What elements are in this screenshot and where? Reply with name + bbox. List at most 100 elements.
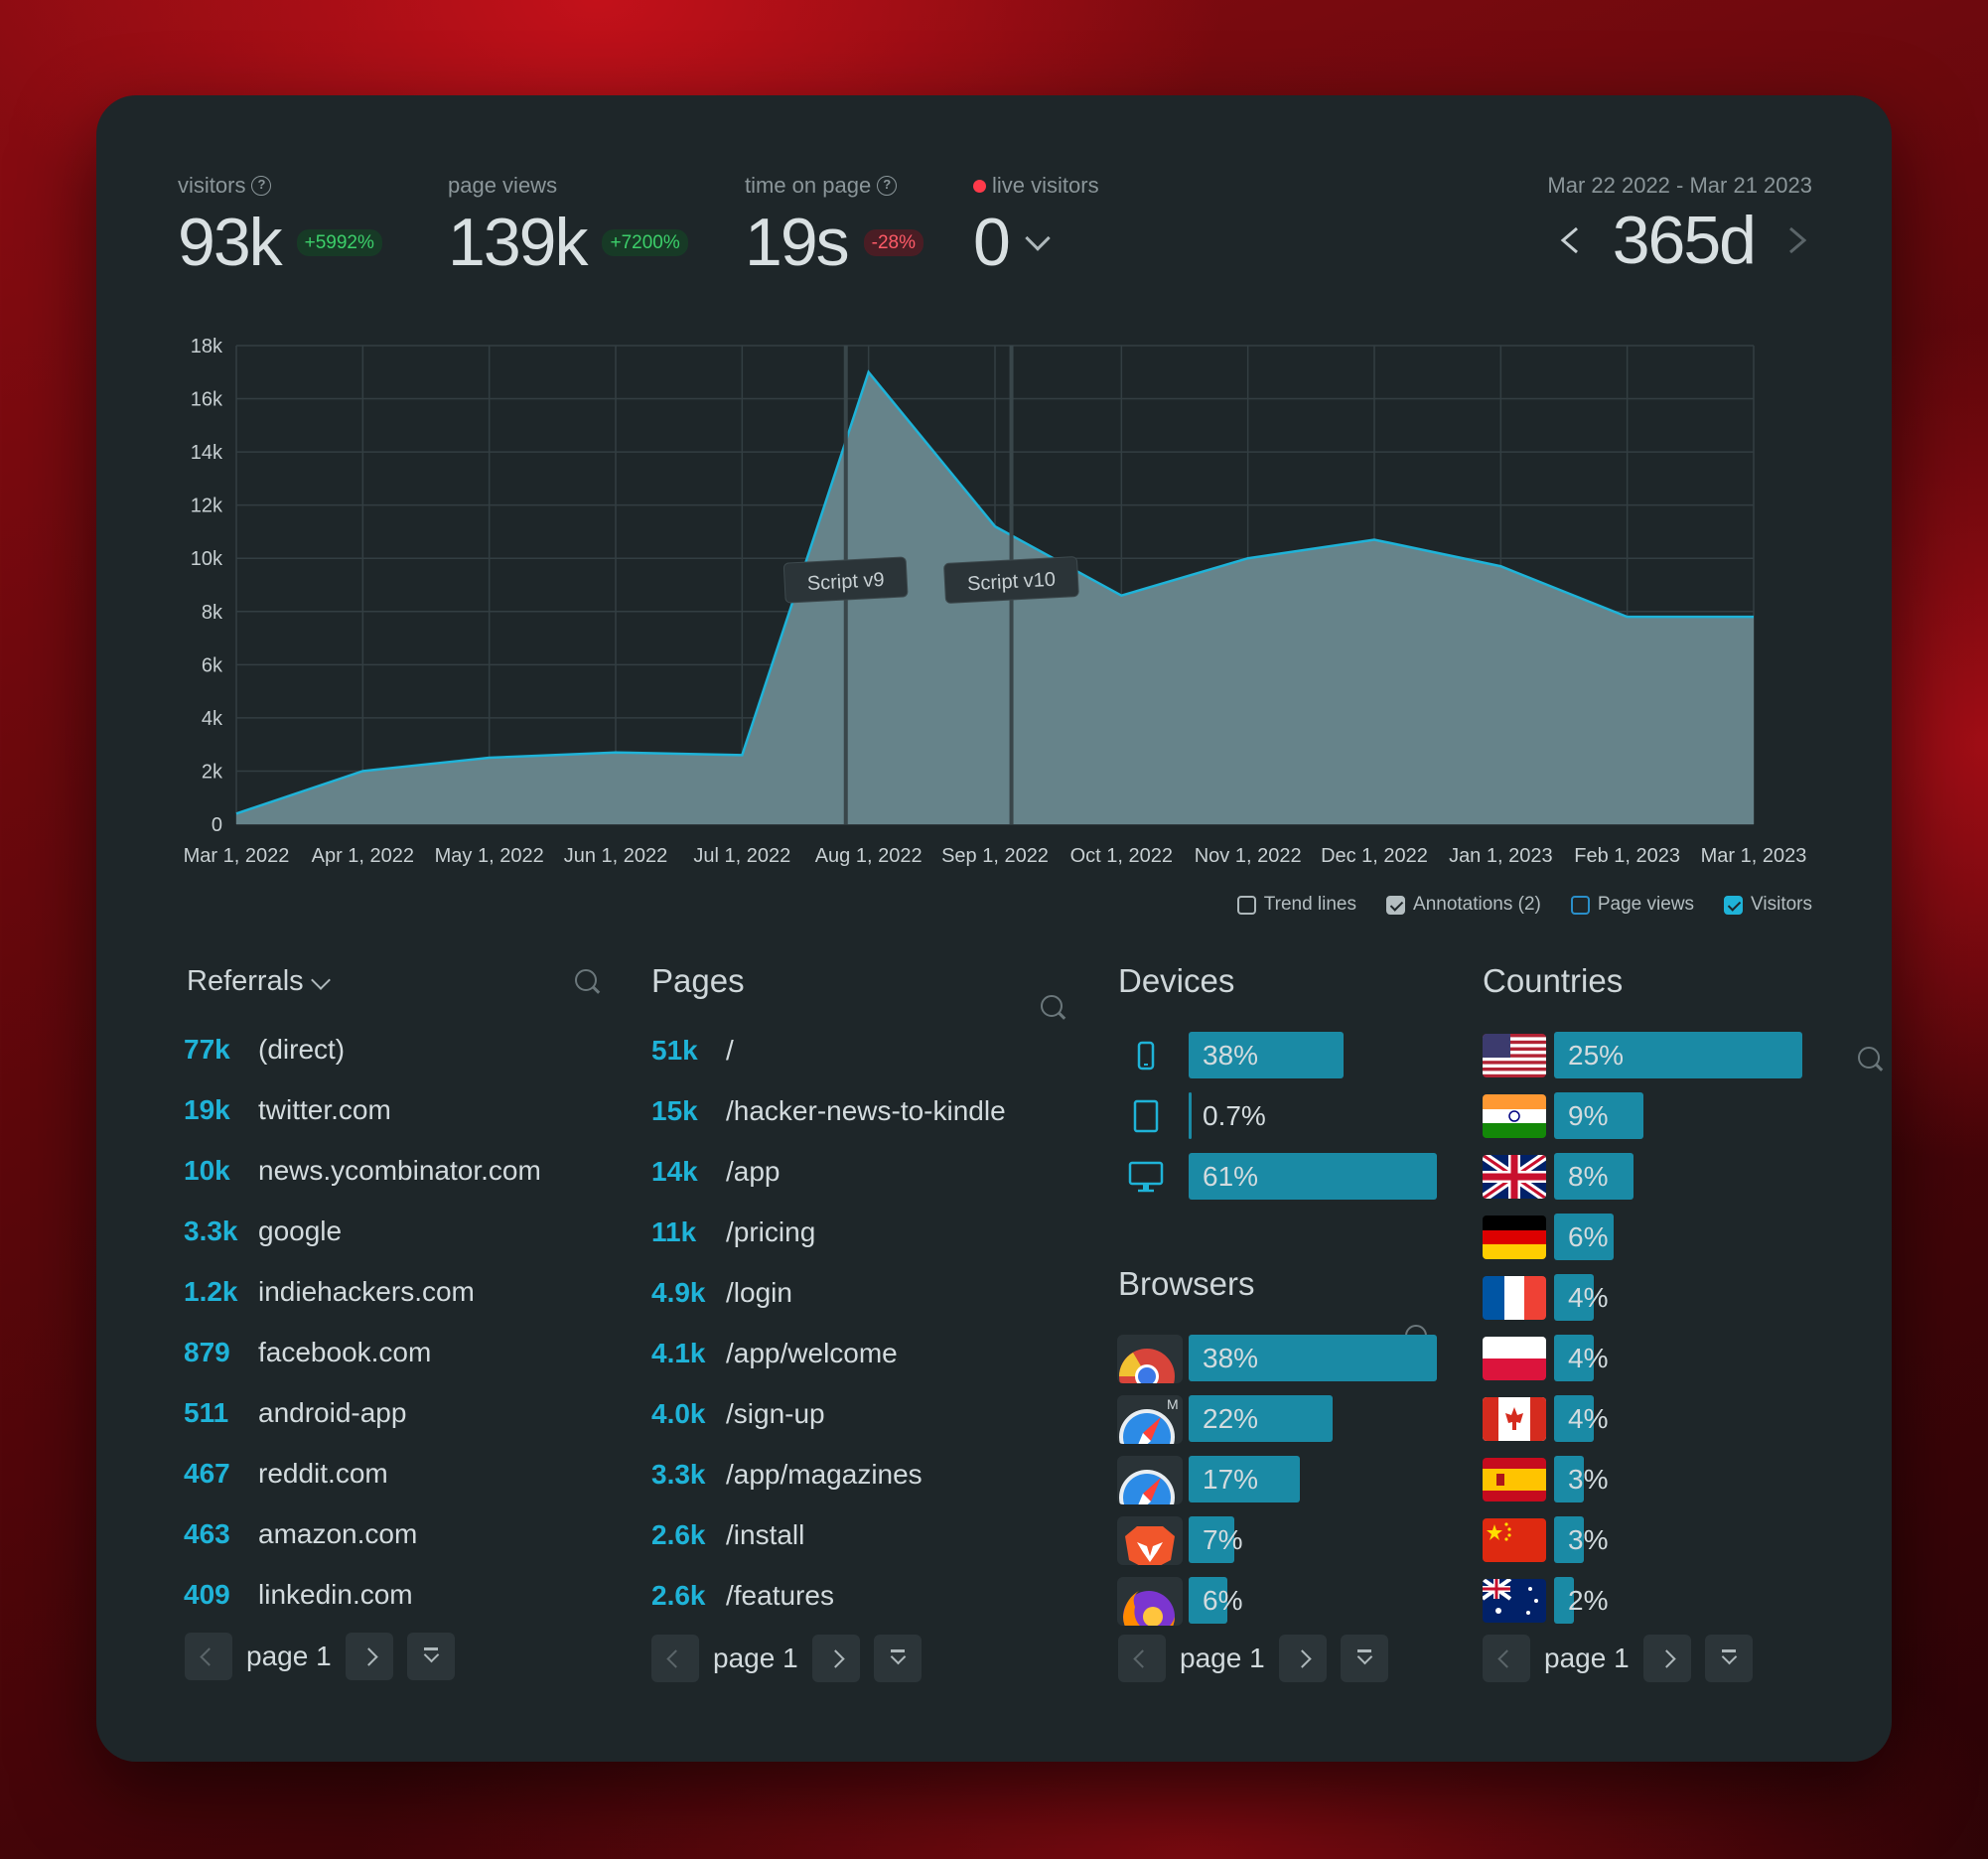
download-button[interactable] [1340, 1635, 1388, 1682]
referrals-title: Referrals [187, 965, 304, 997]
checkbox-checked-icon[interactable] [1724, 895, 1744, 915]
list-item-count: 3.3k [184, 1215, 238, 1246]
list-item[interactable]: 511 android-app [184, 1382, 541, 1443]
next-page-button[interactable] [1278, 1635, 1327, 1682]
list-item[interactable]: 10k news.ycombinator.com [184, 1140, 541, 1201]
list-item[interactable]: 61% [1117, 1141, 1455, 1202]
percentage-label: 3% [1568, 1524, 1609, 1555]
list-item[interactable]: 3% [1483, 1444, 1820, 1504]
list-item-count: 3.3k [651, 1458, 706, 1490]
list-item[interactable]: 15k/hacker-news-to-kindle [651, 1080, 1006, 1141]
list-item[interactable]: 4.0k/sign-up [651, 1383, 1006, 1444]
list-item[interactable]: 0.7% [1117, 1080, 1455, 1141]
chevron-down-icon[interactable] [1025, 225, 1051, 251]
percentage-label: 38% [1203, 1040, 1259, 1071]
list-item[interactable]: 38% [1117, 1020, 1455, 1080]
list-item[interactable]: 77k (direct) [184, 1019, 541, 1079]
list-item[interactable]: 3.3k/app/magazines [651, 1444, 1006, 1504]
percentage-label: 6% [1568, 1221, 1609, 1252]
list-item[interactable]: 879 facebook.com [184, 1322, 541, 1382]
download-button[interactable] [1704, 1635, 1753, 1682]
list-item[interactable]: 25% [1483, 1020, 1820, 1080]
list-item[interactable]: 1.2k indiehackers.com [184, 1261, 541, 1322]
help-icon[interactable]: ? [877, 176, 898, 196]
stat-live-visitors[interactable]: live visitors 0 [973, 173, 1099, 276]
india-flag-icon [1483, 1094, 1546, 1138]
list-item[interactable]: 409 linkedin.com [184, 1564, 541, 1625]
list-item-count: 467 [184, 1457, 230, 1489]
chevron-down-icon[interactable] [310, 969, 331, 990]
list-item[interactable]: 17% [1117, 1444, 1455, 1504]
next-page-button[interactable] [345, 1633, 393, 1680]
download-icon [889, 1649, 907, 1667]
prev-page-button[interactable] [185, 1633, 232, 1680]
x-tick-label: Jun 1, 2022 [564, 845, 668, 867]
list-item[interactable]: 6% [1483, 1202, 1820, 1262]
legend-annotations[interactable]: Annotations (2) [1386, 894, 1541, 916]
search-icon[interactable] [575, 969, 601, 995]
list-item-count: 14k [651, 1155, 698, 1187]
x-tick-label: Dec 1, 2022 [1321, 845, 1428, 867]
chevron-left-icon[interactable] [1555, 220, 1585, 260]
percentage-bar [1554, 1214, 1614, 1260]
list-item-label: /install [726, 1518, 805, 1550]
stat-page-views[interactable]: page views 139k +7200% [448, 173, 688, 276]
list-item-count: 4.9k [651, 1276, 706, 1308]
stat-visitors[interactable]: visitors? 93k +5992% [178, 173, 382, 276]
annotation-label[interactable]: Script v9 [782, 556, 909, 604]
list-item[interactable]: 9% [1483, 1080, 1820, 1141]
referrals-header[interactable]: Referrals [187, 965, 331, 998]
legend-page-views[interactable]: Page views [1570, 894, 1694, 916]
list-item-count: 2.6k [651, 1579, 706, 1611]
list-item[interactable]: 3.3k google [184, 1201, 541, 1261]
list-item[interactable]: 4.9k/login [651, 1262, 1006, 1323]
next-page-button[interactable] [811, 1635, 860, 1682]
help-icon[interactable]: ? [251, 176, 272, 196]
stat-time-on-page[interactable]: time on page? 19s -28% [745, 173, 923, 276]
list-item[interactable]: 8% [1483, 1141, 1820, 1202]
annotation-label[interactable]: Script v10 [943, 556, 1079, 604]
list-item[interactable]: 51k / [651, 1020, 1006, 1080]
list-item[interactable]: 2.6k/features [651, 1565, 1006, 1626]
prev-page-button[interactable] [1118, 1635, 1166, 1682]
checkbox-icon[interactable] [1570, 895, 1590, 915]
chevron-right-icon[interactable] [1782, 220, 1812, 260]
search-icon[interactable] [1041, 995, 1066, 1021]
list-item[interactable]: 4% [1483, 1323, 1820, 1383]
list-item[interactable]: 4% [1483, 1262, 1820, 1323]
list-item[interactable]: M 22% [1117, 1383, 1455, 1444]
referrals-list: 77k (direct) 19k twitter.com 10k news.ycombin… [184, 1019, 541, 1625]
list-item[interactable]: 6% [1117, 1565, 1455, 1626]
visitors-chart[interactable]: 0 2k 4k 6k 8k 10k 12k 14k 16k 18k Mar 1, 2022 Apr … [96, 324, 1892, 979]
list-item[interactable]: 4% [1483, 1383, 1820, 1444]
percentage-label: 4% [1568, 1282, 1609, 1313]
checkbox-checked-icon[interactable] [1386, 895, 1406, 915]
range-value[interactable]: 365d [1612, 203, 1757, 278]
stat-live-value: 0 [973, 205, 1011, 280]
percentage-label: 7% [1203, 1524, 1243, 1555]
list-item[interactable]: 14k/app [651, 1141, 1006, 1202]
list-item[interactable]: 38% [1117, 1323, 1455, 1383]
list-item[interactable]: 2% [1483, 1565, 1820, 1626]
next-page-button[interactable] [1642, 1635, 1691, 1682]
prev-page-button[interactable] [651, 1635, 699, 1682]
percentage-bar [1554, 1577, 1574, 1624]
france-flag-icon [1483, 1276, 1546, 1320]
list-item[interactable]: 3% [1483, 1504, 1820, 1565]
prev-page-button[interactable] [1483, 1635, 1530, 1682]
legend-visitors[interactable]: Visitors [1724, 894, 1812, 916]
list-item[interactable]: 467 reddit.com [184, 1443, 541, 1503]
legend-trend-lines[interactable]: Trend lines [1236, 894, 1356, 916]
download-button[interactable] [406, 1633, 455, 1680]
list-item[interactable]: 2.6k/install [651, 1504, 1006, 1565]
search-icon[interactable] [1858, 1047, 1884, 1072]
download-button[interactable] [873, 1635, 922, 1682]
checkbox-icon[interactable] [1236, 895, 1256, 915]
us-flag-icon [1483, 1034, 1546, 1077]
list-item[interactable]: 19k twitter.com [184, 1079, 541, 1140]
list-item[interactable]: 463 amazon.com [184, 1503, 541, 1564]
page-indicator: page 1 [1180, 1643, 1265, 1673]
list-item[interactable]: 11k/pricing [651, 1202, 1006, 1262]
list-item[interactable]: 4.1k/app/welcome [651, 1323, 1006, 1383]
list-item[interactable]: 7% [1117, 1504, 1455, 1565]
